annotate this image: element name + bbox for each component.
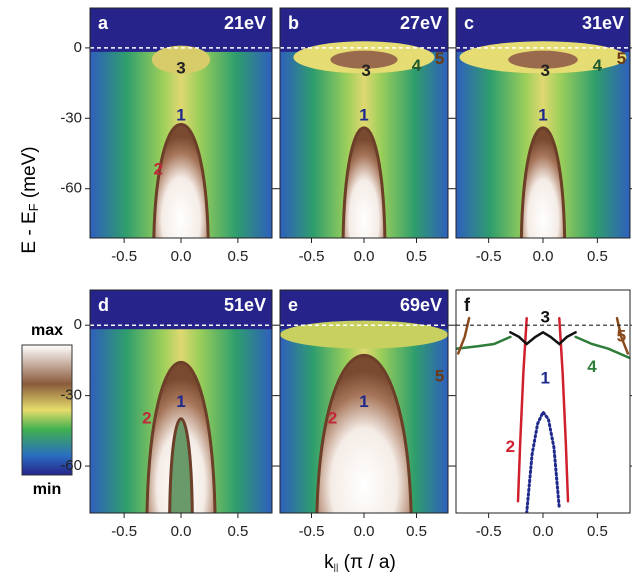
panel-label: d — [98, 295, 109, 315]
x-axis-label: k|| (π / a) — [324, 552, 396, 573]
band-intensity — [519, 126, 567, 238]
x-tick-label: -0.5 — [476, 248, 502, 265]
x-tick-label: 0.0 — [171, 523, 192, 540]
y-axis-label: E - EF (meV) — [19, 146, 41, 253]
y-tick-label: -30 — [60, 387, 82, 404]
x-tick-label: 0.0 — [533, 523, 554, 540]
band-label: 4 — [587, 357, 597, 376]
colorbar-max: max — [31, 322, 63, 339]
plot-area — [90, 290, 272, 513]
band-intensity — [151, 45, 211, 74]
band-label: 1 — [540, 369, 549, 388]
x-tick-label: 0.5 — [406, 248, 427, 265]
band-label: 5 — [617, 49, 626, 68]
band-label: 1 — [359, 105, 368, 124]
panel: d 51eV 1 2 0 -30 -60 -0.5 0.0 0.5 — [60, 289, 276, 540]
band-curve — [456, 316, 630, 355]
band-label: 5 — [617, 326, 626, 345]
plot-area — [280, 290, 448, 513]
panel-label: c — [464, 13, 474, 33]
heatmap-above-ef — [90, 8, 272, 52]
band-label: 5 — [435, 49, 444, 68]
band-label: 3 — [176, 59, 185, 78]
panel-label: f — [464, 295, 471, 315]
band-label: 3 — [540, 308, 549, 327]
x-tick-label: 0.5 — [587, 523, 608, 540]
band-label: 3 — [361, 61, 370, 80]
band-label: 4 — [412, 56, 422, 75]
y-tick-label: 0 — [74, 316, 82, 333]
panel-energy: 31eV — [582, 13, 624, 33]
x-tick-label: -0.5 — [299, 523, 325, 540]
band-label: 2 — [154, 159, 163, 178]
panel: e 69eV 1 2 5 -0.5 0.0 0.5 — [275, 289, 452, 540]
panel-energy: 69eV — [400, 295, 442, 315]
plot-area — [456, 8, 630, 238]
y-tick-label: -60 — [60, 180, 82, 197]
band-intensity — [508, 50, 578, 69]
panel-energy: 27eV — [400, 13, 442, 33]
x-tick-label: 0.5 — [227, 248, 248, 265]
x-tick-label: -0.5 — [299, 248, 325, 265]
colorbar-min: min — [33, 481, 61, 498]
panel-label: b — [288, 13, 299, 33]
band-label: 4 — [593, 56, 603, 75]
colorbar — [21, 344, 73, 476]
heatmap-above-ef — [90, 290, 272, 330]
band-label: 1 — [176, 392, 185, 411]
x-tick-label: 0.0 — [354, 523, 375, 540]
band-label: 5 — [435, 366, 444, 385]
x-tick-label: -0.5 — [111, 523, 137, 540]
band-label: 2 — [142, 409, 151, 428]
panel: b 27eV 3 4 5 1 -0.5 0.0 0.5 — [275, 7, 452, 265]
band-curve — [525, 409, 561, 513]
band-label: 1 — [538, 105, 547, 124]
band-label: 1 — [359, 392, 368, 411]
panel: f 1 2 3 4 5 -0.5 0.0 0.5 — [451, 289, 632, 540]
band-label: 2 — [506, 437, 515, 456]
band-intensity — [280, 320, 448, 349]
band-curve — [516, 316, 570, 503]
plot-area — [90, 8, 272, 238]
band-intensity — [152, 122, 210, 238]
panel-energy: 51eV — [224, 295, 266, 315]
band-label: 2 — [328, 409, 337, 428]
y-tick-label: -60 — [60, 457, 82, 474]
band-label: 1 — [176, 105, 185, 124]
x-tick-label: 0.0 — [354, 248, 375, 265]
x-tick-label: 0.5 — [227, 523, 248, 540]
x-tick-label: 0.0 — [171, 248, 192, 265]
x-tick-label: -0.5 — [111, 248, 137, 265]
band-intensity — [315, 354, 413, 513]
y-tick-label: 0 — [74, 39, 82, 56]
x-tick-label: 0.0 — [533, 248, 554, 265]
band-intensity — [330, 50, 398, 69]
band-intensity — [168, 417, 194, 513]
y-tick-label: -30 — [60, 109, 82, 126]
plot-area — [280, 8, 448, 238]
panel: c 31eV 3 4 5 1 -0.5 0.0 0.5 — [451, 7, 632, 265]
panel-label: a — [98, 13, 109, 33]
panel-label: e — [288, 295, 298, 315]
panel-energy: 21eV — [224, 13, 266, 33]
x-tick-label: 0.5 — [587, 248, 608, 265]
band-curve — [456, 335, 630, 360]
band-intensity — [341, 126, 387, 238]
x-tick-label: -0.5 — [476, 523, 502, 540]
x-tick-label: 0.5 — [406, 523, 427, 540]
band-curve — [509, 330, 577, 346]
band-label: 3 — [540, 61, 549, 80]
panel: a 21eV 3 1 2 0 -30 -60 -0.5 0.0 0.5 — [60, 7, 276, 265]
plot-area — [456, 316, 630, 513]
